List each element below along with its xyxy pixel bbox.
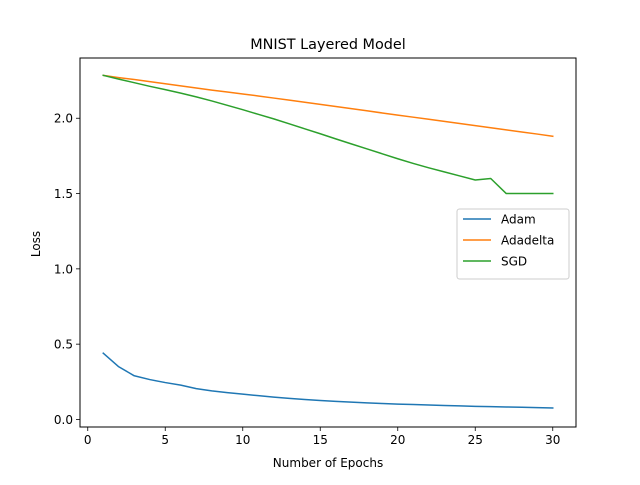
x-tick-label: 5 (161, 433, 169, 447)
legend-label-adadelta: Adadelta (501, 234, 554, 248)
x-tick-label: 25 (468, 433, 483, 447)
x-axis-label: Number of Epochs (273, 456, 383, 470)
legend: Adam Adadelta SGD (456, 208, 570, 280)
series-line-sgd (102, 74, 554, 195)
plot-frame (79, 57, 577, 428)
x-axis: 0 5 10 15 20 25 30 (84, 427, 560, 447)
x-tick-label: 10 (235, 433, 250, 447)
y-axis-label: Loss (29, 231, 43, 257)
series-line-adam (102, 352, 554, 409)
x-tick-label: 30 (545, 433, 560, 447)
series-line-adadelta (102, 74, 554, 138)
y-tick-label: 2.0 (54, 112, 73, 126)
y-tick-label: 1.0 (54, 262, 73, 276)
legend-label-adam: Adam (501, 213, 536, 227)
x-tick-label: 20 (390, 433, 405, 447)
x-tick-label: 0 (84, 433, 92, 447)
y-tick-label: 0.5 (54, 338, 73, 352)
x-tick-label: 15 (313, 433, 328, 447)
chart-title: MNIST Layered Model (250, 37, 406, 53)
plot-lines (102, 74, 554, 409)
y-tick-label: 1.5 (54, 187, 73, 201)
y-tick-label: 0.0 (54, 413, 73, 427)
legend-label-sgd: SGD (501, 255, 527, 269)
y-axis: 0.0 0.5 1.0 1.5 2.0 (54, 112, 80, 427)
